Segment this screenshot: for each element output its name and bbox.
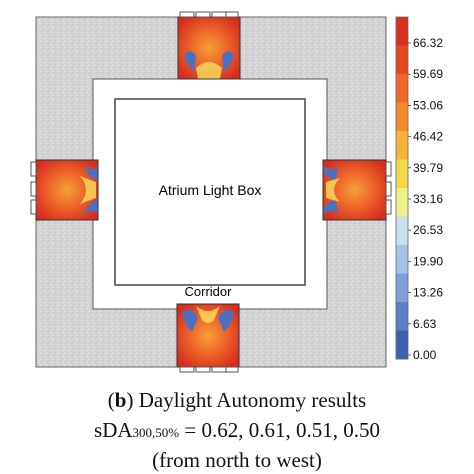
colorbar-tick-label: 66.32 [413,36,443,50]
caption-open-paren: ( [107,388,115,412]
atrium-light-box [114,98,306,286]
colorbar-segment [396,330,408,360]
window-markers [30,11,392,373]
caption-sda-subscript: 300,50% [132,425,180,440]
colorbar-segment [396,45,408,75]
colorbar-segment [396,74,408,103]
north-room-heatmap [177,16,241,80]
colorbar-tick-label: 6.63 [413,317,437,331]
caption-sda-values: = 0.62, 0.61, 0.51, 0.50 [179,418,380,442]
colorbar-tick-label: 0.00 [413,348,437,362]
figure-caption-line2: sDA300,50% = 0.62, 0.61, 0.51, 0.50 [0,420,474,441]
corridor-label: Corridor [185,284,233,299]
colorbar-segments [396,17,408,360]
colorbar-ticks: 66.32 59.69 53.06 46.42 39.79 33.16 26.53 19.90… [408,36,443,362]
south-room-heatmap [176,303,240,368]
colorbar-tick-label: 19.90 [413,254,443,268]
colorbar-segment [396,159,408,189]
caption-title: ) Daylight Autonomy results [126,388,367,412]
colorbar-tick-label: 59.69 [413,67,443,81]
atrium-label: Atrium Light Box [159,182,262,198]
floor-plan: Atrium Light Box Corridor [30,11,392,373]
colorbar-tick-label: 13.26 [413,286,443,300]
colorbar-segment [396,245,408,274]
colorbar-segment [396,188,408,217]
figure-caption-line1: (b) Daylight Autonomy results [0,390,474,411]
colorbar-segment [396,131,408,160]
colorbar: 66.32 59.69 53.06 46.42 39.79 33.16 26.53 19.90… [395,16,443,362]
figure-caption-line3: (from north to west) [152,448,322,472]
colorbar-segment [396,273,408,303]
colorbar-tick-label: 39.79 [413,161,443,175]
colorbar-segment [396,216,408,246]
east-room-heatmap [322,159,387,221]
colorbar-tick-label: 46.42 [413,130,443,144]
caption-panel-letter: b [114,388,127,412]
caption-sda-prefix: sDA [94,418,133,442]
colorbar-tick-label: 53.06 [413,98,443,112]
colorbar-segment [396,302,408,331]
colorbar-tick-label: 33.16 [413,192,443,206]
colorbar-frame [395,16,409,360]
colorbar-segment [396,102,408,132]
colorbar-tick-label: 26.53 [413,223,443,237]
colorbar-segment [396,17,408,46]
west-room-heatmap [35,159,99,221]
